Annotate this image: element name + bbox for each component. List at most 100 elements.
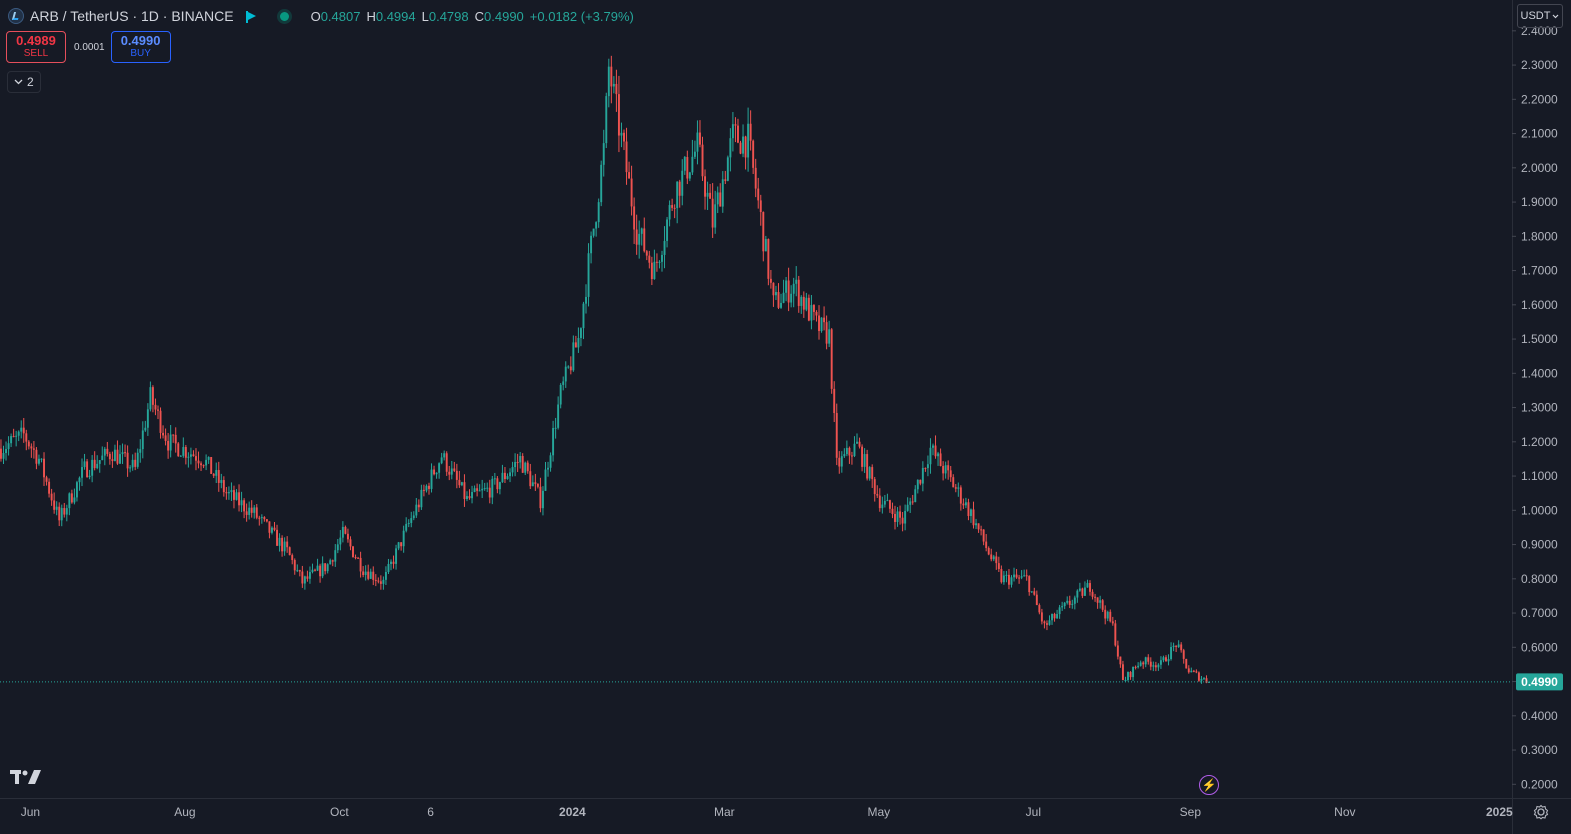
candle-body [810,305,813,321]
candle-body [331,560,334,562]
candle-body [648,255,651,263]
candle-body [329,560,332,565]
candle-body [407,522,410,524]
candle-body [1175,645,1178,647]
y-tick-label: 0.2000 [1521,777,1558,791]
buy-button[interactable]: 0.4990 BUY [110,31,171,63]
candle-body [364,571,367,576]
candle-body [997,563,1000,570]
candle-body [934,445,937,457]
candle-body [27,441,30,447]
candle-body [878,495,881,509]
candle-body [101,455,104,461]
candle-body [504,472,506,480]
candle-body [929,447,932,465]
candle-body [691,156,694,173]
candle-body [883,500,886,505]
candle-body [970,509,972,516]
candle-body [334,550,337,562]
price-axis[interactable]: 0.20000.30000.40000.50000.60000.70000.80… [1512,24,1558,791]
candle-body [800,296,803,306]
candle-body [192,454,195,457]
open-label: O [310,8,321,24]
candle-body [37,458,40,464]
candle-body [174,434,177,444]
candle-body [50,493,53,501]
candle-body [752,140,755,168]
settings-gear-icon[interactable] [1532,803,1550,821]
candle-body [1043,621,1046,624]
candle-body [17,431,20,436]
candle-body [471,492,474,499]
candle-body [1045,623,1048,625]
candle-body [301,571,304,584]
candle-body [230,490,233,493]
candle-body [1205,678,1208,683]
candle-body [139,449,142,453]
candle-body [628,172,631,179]
status-dot-icon[interactable] [279,11,289,21]
candle-body [757,188,760,201]
candle-body [1106,611,1109,619]
candle-body [1195,671,1198,673]
candle-body [240,500,243,506]
candle-body [633,206,636,230]
lightning-icon[interactable]: ⚡ [1199,775,1219,795]
candle-body [428,485,430,489]
candle-body [372,571,375,580]
candle-body [549,455,552,468]
candle-body [747,123,750,158]
candle-body [296,570,299,572]
candle-body [121,452,124,455]
candle-body [838,457,841,467]
candle-body [557,404,560,428]
candle-body [78,477,81,483]
candle-body [162,432,165,436]
candle-body [511,467,514,473]
candle-body [75,482,78,498]
candle-body [830,329,833,389]
currency-selector[interactable]: USDT [1517,4,1563,28]
candle-body [643,228,646,252]
spread-value: 0.0001 [74,41,105,53]
candle-body [759,200,762,213]
candle-body [1165,657,1167,662]
candle-body [982,529,985,542]
candle-body [270,527,273,533]
candle-body [164,435,167,441]
low-value: 0.4798 [428,8,469,24]
candle-body [638,233,641,245]
candle-body [1099,600,1102,603]
candle-body [521,456,524,473]
candle-body [858,441,861,447]
candle-body [828,329,831,344]
candle-body [595,222,598,229]
candle-body [1078,588,1081,591]
flag-icon[interactable] [245,11,256,23]
candle-body [86,461,89,478]
candle-body [602,143,605,165]
candle-body [906,504,909,511]
candle-body [894,513,896,522]
candle-body [341,526,344,538]
candle-body [767,239,770,279]
y-tick-label: 1.3000 [1521,401,1558,415]
candle-body [995,556,998,564]
candle-body [823,317,826,323]
candle-body [1114,623,1117,646]
candle-body [88,475,91,478]
candle-body [552,428,555,456]
candle-body [1111,621,1114,624]
candle-body [572,342,575,371]
symbol-title[interactable]: ARB / TetherUS · 1D · BINANCE [30,8,234,24]
tradingview-logo-icon[interactable] [10,768,42,786]
time-axis[interactable]: Jun Aug Oct 6 2024 Mar May Jul Sep Nov 2025 [21,805,1513,819]
sell-button[interactable]: 0.4989 SELL [6,31,66,63]
indicators-toggle-button[interactable]: 2 [7,71,41,93]
candle-body [1066,600,1069,603]
candle-body [1013,574,1015,578]
candle-body [268,521,271,533]
candle-body [93,459,96,469]
candle-body [1142,662,1145,665]
